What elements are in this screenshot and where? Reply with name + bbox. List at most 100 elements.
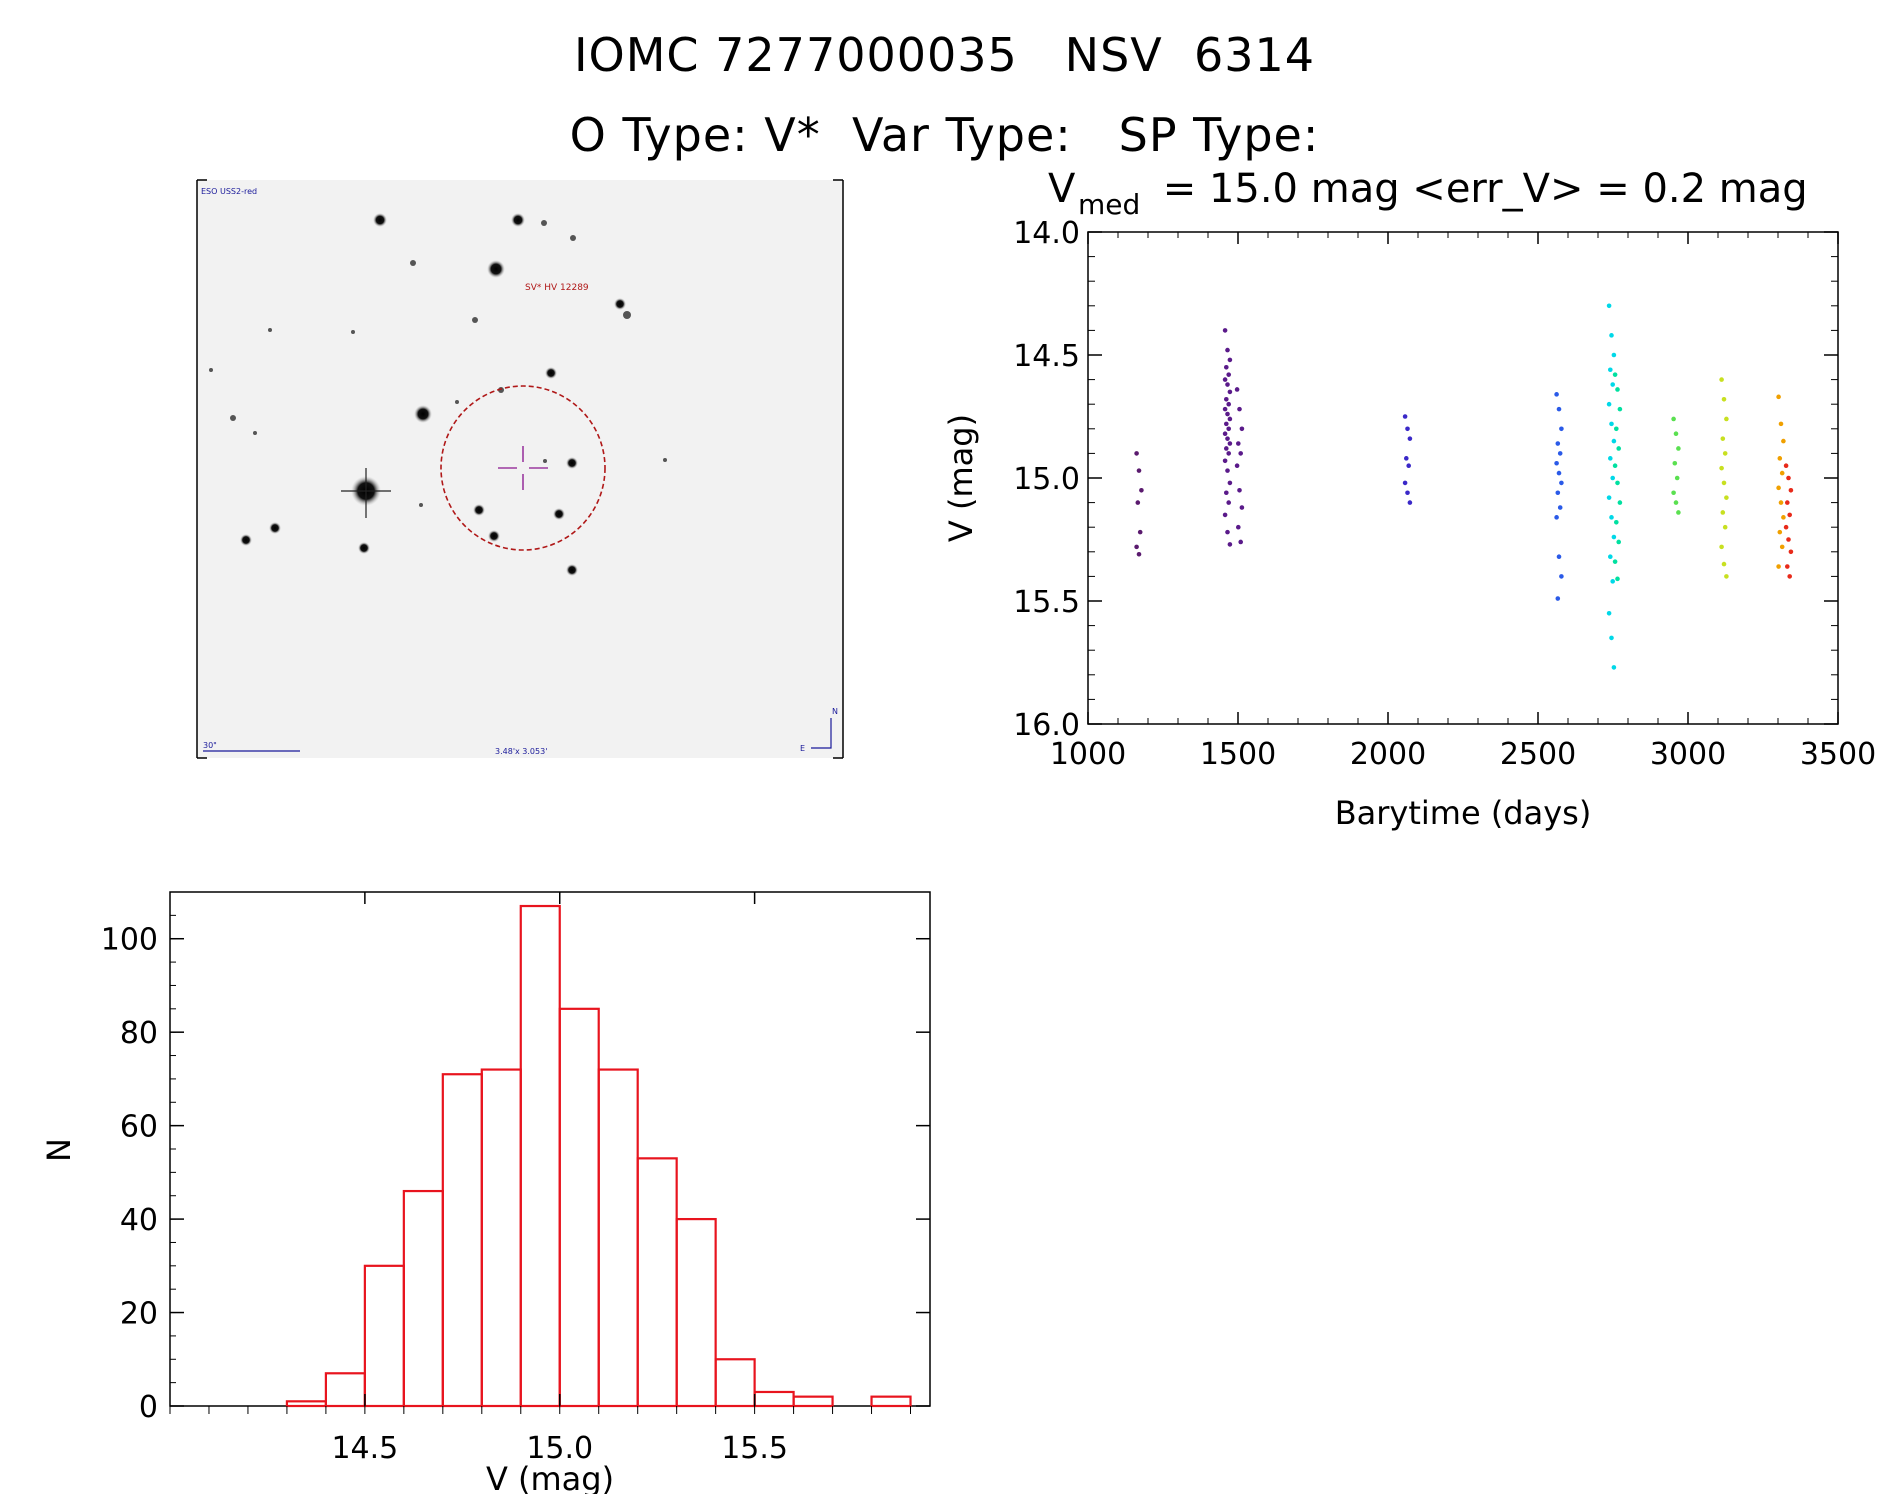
data-point (1225, 436, 1230, 441)
data-point (1610, 475, 1615, 481)
star (488, 530, 500, 542)
data-point (1612, 463, 1618, 469)
data-point (1224, 365, 1229, 370)
star (253, 431, 257, 435)
histogram-ylabel: N (40, 1138, 78, 1162)
star (419, 503, 423, 507)
data-point (1556, 406, 1562, 412)
star (209, 368, 213, 372)
data-point (1134, 544, 1139, 550)
data-point (1722, 451, 1728, 456)
title-subscript: med (1078, 188, 1140, 221)
histogram-bar (714, 1358, 756, 1408)
x-tick-label: 2500 (1500, 737, 1576, 772)
data-point (1612, 372, 1618, 377)
star (543, 459, 547, 463)
data-point (1404, 456, 1409, 461)
data-point (1402, 414, 1408, 419)
data-point (1781, 438, 1786, 444)
data-point (1614, 426, 1619, 432)
data-point (1226, 372, 1231, 377)
data-point (1225, 411, 1230, 417)
light-curve-xlabel: Barytime (days) (1335, 794, 1592, 832)
x-tick-label: 14.5 (331, 1431, 398, 1466)
data-point (1556, 554, 1562, 560)
data-point (1405, 490, 1410, 496)
data-point (1616, 539, 1621, 545)
star (351, 330, 355, 334)
data-point (1405, 426, 1410, 432)
object-title: IOMC 7277000035 NSV 6314 (573, 28, 1316, 82)
star (268, 328, 272, 332)
data-point (1720, 510, 1726, 515)
data-point (1239, 426, 1245, 432)
x-tick-label: 15.0 (526, 1431, 593, 1466)
data-point (1234, 387, 1240, 392)
data-point (1136, 468, 1142, 473)
star (473, 504, 485, 516)
star (269, 522, 281, 534)
data-point (1559, 426, 1564, 432)
data-point (1719, 465, 1724, 471)
data-point (1724, 416, 1729, 422)
data-point (1136, 551, 1142, 557)
data-point (1611, 352, 1617, 358)
data-point (1238, 539, 1243, 545)
fov-label: 3.48'x 3.053' (495, 747, 547, 756)
data-point (1608, 367, 1613, 373)
data-point (1554, 515, 1559, 520)
histogram-bar (636, 1157, 678, 1408)
data-point (1673, 431, 1679, 437)
data-point (1777, 529, 1783, 535)
data-point (1671, 490, 1676, 496)
data-point (1611, 534, 1617, 540)
histogram-bar (753, 1390, 795, 1408)
data-point (1783, 524, 1789, 530)
histogram-bar (519, 904, 561, 1408)
data-point (1236, 524, 1241, 530)
data-point (1676, 446, 1681, 451)
histogram-bar (792, 1395, 834, 1408)
data-point (1226, 426, 1231, 432)
data-point (1237, 488, 1242, 493)
data-point (1721, 561, 1727, 567)
star (663, 458, 667, 462)
data-point (1778, 500, 1784, 505)
data-point (1788, 549, 1794, 555)
histogram-bar (597, 1068, 639, 1408)
light-curve-ylabel: V (mag) (942, 414, 980, 542)
star (553, 508, 565, 520)
light-curve-points (1134, 303, 1794, 670)
data-point (1224, 396, 1229, 402)
x-tick-label: 3500 (1800, 737, 1876, 772)
data-point (1609, 421, 1614, 427)
data-point (1222, 431, 1228, 437)
data-point (1224, 490, 1229, 496)
star (566, 564, 578, 576)
data-point (1617, 500, 1623, 505)
y-tick-label: 14.0 (1013, 216, 1080, 251)
data-point (1225, 468, 1230, 473)
x-tick-label: 3000 (1650, 737, 1726, 772)
sky-background (197, 180, 843, 758)
data-point (1555, 441, 1561, 446)
data-point (1785, 500, 1790, 505)
data-point (1606, 303, 1612, 309)
data-point (1222, 377, 1228, 382)
data-point (1777, 456, 1783, 461)
data-point (1611, 438, 1617, 444)
data-point (1609, 635, 1614, 641)
data-point (1608, 456, 1613, 461)
star (472, 317, 478, 323)
data-point (1612, 559, 1618, 564)
data-point (1788, 488, 1794, 493)
data-point (1611, 665, 1617, 670)
data-point (1134, 451, 1139, 456)
image-frame (196, 179, 844, 759)
data-point (1555, 596, 1561, 601)
histogram-bar (402, 1189, 444, 1408)
data-point (1778, 421, 1784, 427)
data-point (1783, 463, 1789, 469)
data-point (1559, 574, 1564, 579)
data-point (1227, 416, 1233, 422)
